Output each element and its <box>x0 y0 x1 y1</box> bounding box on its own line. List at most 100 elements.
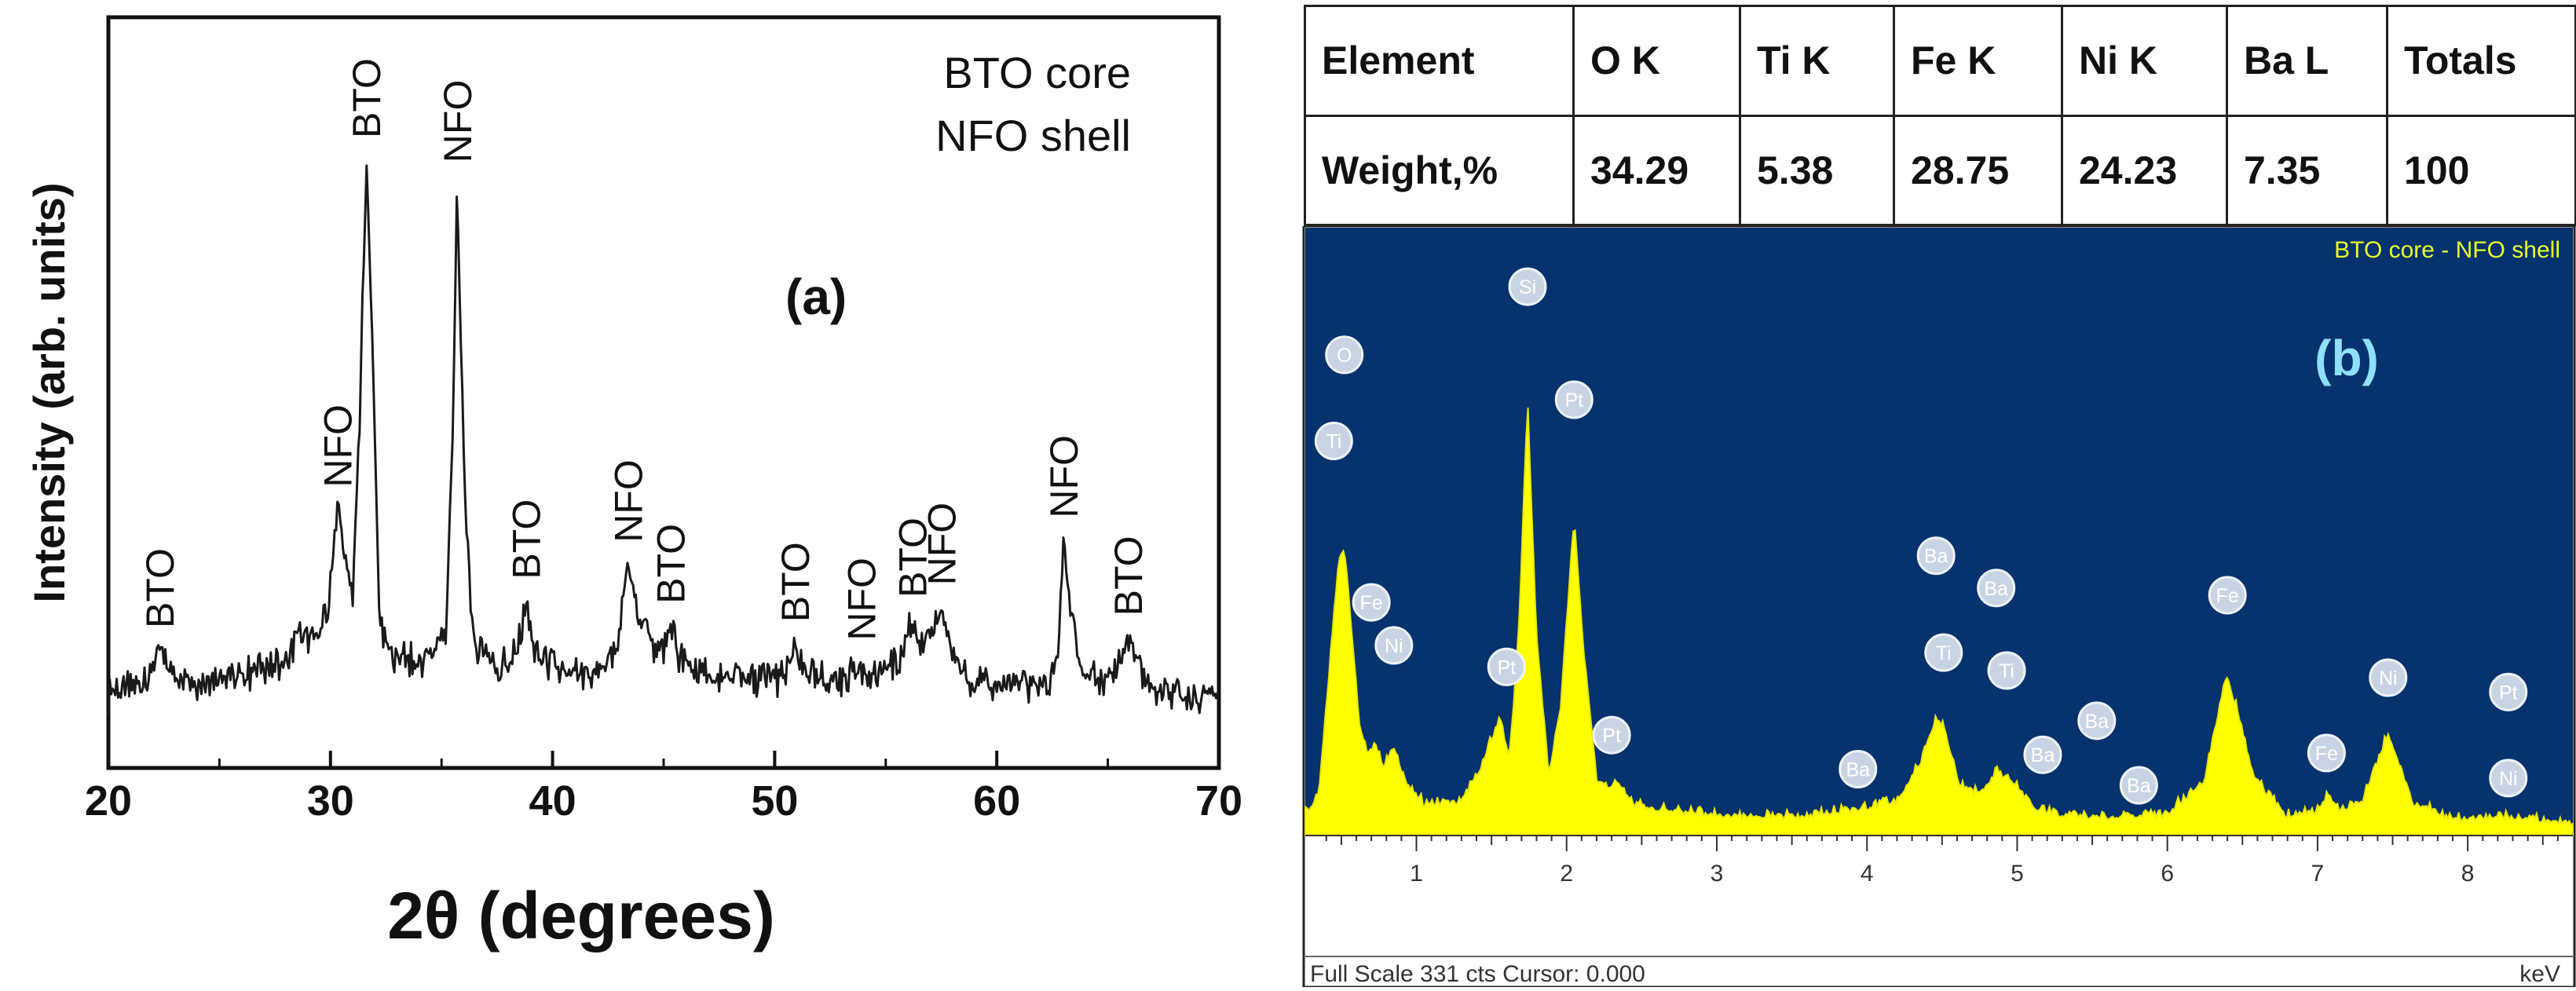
xrd-peak-label: BTO <box>345 58 389 138</box>
eds-element-label: Ba <box>1924 546 1948 568</box>
eds-x-tick-label: 4 <box>1861 861 1874 887</box>
table-cell: 24.23 <box>2061 114 2228 226</box>
eds-element-marker <box>1314 422 1353 461</box>
eds-x-tick-labels: 1 2 3 4 5 6 7 8 <box>1410 861 2474 887</box>
xrd-pattern-line <box>107 164 1220 715</box>
eds-panel-label: (b) <box>2314 330 2379 386</box>
eds-element-marker <box>1987 651 2026 690</box>
eds-element-label: Si <box>1519 276 1536 298</box>
eds-unit-label: keV <box>2519 961 2560 987</box>
table-header-cell: Ti K <box>1739 5 1895 117</box>
eds-element-label: Pt <box>1602 725 1621 747</box>
eds-element-label: Ni <box>2499 768 2518 790</box>
eds-element-marker <box>2119 766 2158 805</box>
table-row: Weight,% 34.29 5.38 28.75 24.23 7.35 100 <box>1304 114 2576 226</box>
eds-x-tick-label: 3 <box>1711 861 1724 887</box>
eds-element-label: Ni <box>2379 667 2398 689</box>
xrd-peak-label: NFO <box>920 503 964 586</box>
eds-element-marker <box>1374 626 1414 665</box>
eds-element-marker <box>1916 536 1956 576</box>
table-cell: 28.75 <box>1893 114 2063 226</box>
eds-element-marker <box>2489 759 2528 798</box>
eds-x-tick-label: 1 <box>1410 861 1423 887</box>
xrd-peak-label: BTO <box>138 548 182 628</box>
xrd-x-ticks <box>107 751 1220 768</box>
xrd-peak-label: BTO <box>891 517 935 598</box>
table-header-cell: Ba L <box>2226 5 2388 117</box>
eds-element-marker <box>1592 715 1631 755</box>
eds-chart: OTiFeNiPtSiPtPtBaBaTiBaTiBaBaBaFeFeNiPtN… <box>1302 226 2576 987</box>
xrd-x-axis-label: 2θ (degrees) <box>387 879 775 953</box>
eds-element-label: Ti <box>1999 660 2014 682</box>
eds-element-marker <box>2489 672 2528 711</box>
table-header-row: Element O K Ti K Fe K Ni K Ba L Totals <box>1304 5 2576 117</box>
eds-element-label: Pt <box>2499 682 2518 704</box>
table-header-cell: Fe K <box>1893 5 2063 117</box>
eds-x-ticks <box>1325 836 2559 851</box>
eds-element-label: Ni <box>1385 635 1403 657</box>
xrd-panel-label: (a) <box>785 269 847 325</box>
xrd-y-axis-label: Intensity (arb. units) <box>24 182 74 602</box>
table-cell: 34.29 <box>1572 114 1741 226</box>
eds-element-marker <box>1977 569 2016 608</box>
eds-x-tick-label: 6 <box>2161 861 2174 887</box>
xrd-x-tick-label: 70 <box>1195 777 1242 825</box>
eds-x-tick-label: 5 <box>2011 861 2024 887</box>
eds-element-marker <box>2077 701 2117 741</box>
eds-element-label: Pt <box>1564 389 1583 411</box>
xrd-peak-label: NFO <box>607 459 651 543</box>
eds-element-label: Ba <box>1984 578 2008 600</box>
table-header-cell: Totals <box>2386 5 2576 117</box>
eds-element-label: Fe <box>2315 743 2338 765</box>
eds-element-label: Fe <box>1360 592 1383 614</box>
eds-element-marker <box>1325 335 1364 375</box>
xrd-x-tick-label: 30 <box>307 777 354 825</box>
table-header-cell: Element <box>1304 5 1575 117</box>
xrd-peak-label: NFO <box>840 558 884 641</box>
table-cell: 100 <box>2386 114 2576 226</box>
xrd-panel: 20 30 40 50 60 70 BTO NFO BTO NFO BTO NFO BTO BTO NFO… <box>0 0 1257 987</box>
xrd-peak-label: BTO <box>505 499 549 580</box>
eds-x-tick-label: 2 <box>1560 861 1573 887</box>
eds-element-marker <box>2369 658 2408 697</box>
eds-element-markers: OTiFeNiPtSiPtPtBaBaTiBaTiBaBaBaFeFeNiPtN… <box>1314 267 2528 805</box>
eds-element-label: Ba <box>1846 759 1870 781</box>
eds-element-label: O <box>1337 345 1352 367</box>
eds-element-label: Ba <box>2031 744 2055 766</box>
eds-element-label: Ba <box>2084 711 2109 733</box>
xrd-peak-label: BTO <box>649 524 693 604</box>
xrd-x-tick-labels: 20 30 40 50 60 70 <box>85 777 1242 825</box>
xrd-peak-label: BTO <box>774 542 818 622</box>
xrd-x-tick-label: 20 <box>85 777 132 825</box>
xrd-peak-label: NFO <box>436 80 480 163</box>
eds-element-marker <box>1554 380 1594 419</box>
xrd-legend-line2: NFO shell <box>935 111 1131 160</box>
eds-element-marker <box>1508 267 1547 306</box>
eds-panel: Element O K Ti K Fe K Ni K Ba L Totals W… <box>1294 0 2576 987</box>
eds-title: BTO core - NFO shell <box>2334 237 2560 263</box>
eds-element-marker <box>2023 735 2062 774</box>
table-header-cell: O K <box>1572 5 1741 117</box>
eds-element-marker <box>1839 749 1878 788</box>
eds-element-label: Fe <box>2216 585 2239 607</box>
eds-element-marker <box>1924 633 1963 672</box>
xrd-peak-label: NFO <box>316 404 360 488</box>
eds-element-marker <box>2307 733 2346 773</box>
eds-element-label: Ti <box>1326 431 1341 453</box>
eds-element-label: Ba <box>2127 775 2151 797</box>
xrd-x-tick-label: 60 <box>973 777 1020 825</box>
eds-footer-text: Full Scale 331 cts Cursor: 0.000 <box>1310 961 1645 987</box>
xrd-x-tick-label: 40 <box>529 777 576 825</box>
table-header-cell: Ni K <box>2061 5 2228 117</box>
xrd-peak-label: NFO <box>1042 435 1086 518</box>
table-cell: 7.35 <box>2226 114 2388 226</box>
eds-composition-table: Element O K Ti K Fe K Ni K Ba L Totals W… <box>1304 5 2576 226</box>
xrd-peak-label: BTO <box>1107 536 1151 616</box>
eds-element-marker <box>2208 576 2247 615</box>
eds-element-label: Pt <box>1497 656 1516 678</box>
eds-element-marker <box>1352 583 1391 622</box>
xrd-x-tick-label: 50 <box>751 777 798 825</box>
eds-element-marker <box>1487 647 1526 686</box>
